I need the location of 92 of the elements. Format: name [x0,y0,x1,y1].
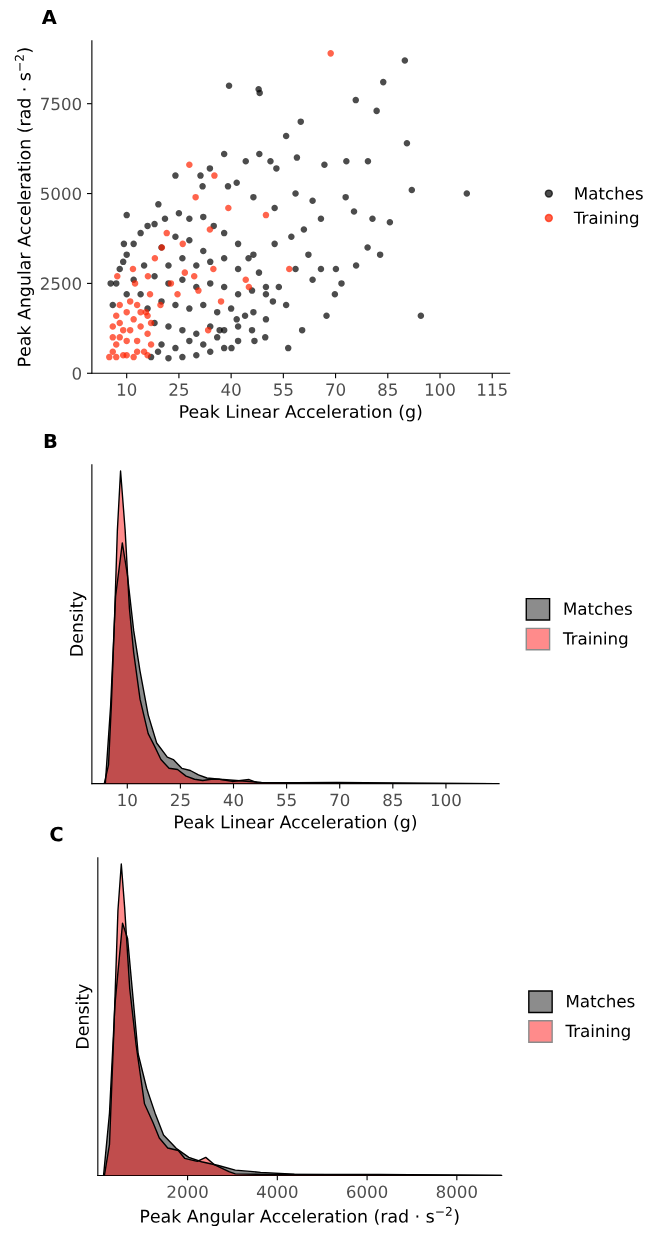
point [123,352,130,359]
x-tick-label: 2000 [167,1185,208,1199]
point [192,193,199,201]
legend-label: Matches [575,186,643,200]
x-tick-label: 85 [378,383,397,396]
point [109,334,117,341]
point [174,290,181,298]
point [186,161,193,169]
point [144,272,152,280]
point [206,226,214,233]
point [133,348,141,355]
point [106,353,113,361]
x-axis-title: Peak Angular Acceleration (rad · s$^{−2}$) [141,1206,459,1227]
point [137,323,144,330]
point [112,312,120,320]
point [144,330,151,337]
point [119,326,127,334]
point [179,240,186,248]
point [126,326,134,334]
x-tick-label: 10 [117,383,137,396]
point [147,319,155,327]
y-axis-title: Density [75,984,93,1048]
point [242,276,250,284]
point [146,290,154,298]
x-tick-label: 40 [221,383,241,396]
x-tick-label: 25 [171,793,190,807]
point [123,337,130,345]
x-tick-label: 70 [330,793,350,807]
point [116,319,123,327]
x-tick-label: 55 [274,383,293,396]
point [133,337,141,345]
x-tick-label: 40 [223,793,243,807]
point [109,323,117,330]
point [210,265,217,273]
point [109,348,117,355]
point [137,308,144,316]
point [245,283,253,291]
y-axis-title: Density [69,591,87,656]
point [116,334,123,341]
legend-label: Training [565,1024,630,1041]
chart-title: C [50,826,63,842]
point [327,50,334,57]
point [163,229,170,237]
x-tick-label: 70 [326,383,346,396]
point [217,298,225,305]
x-tick-label: 85 [383,793,402,807]
x-tick-label: 55 [277,793,296,807]
point [286,265,293,273]
x-tick-label: 8000 [436,1185,477,1199]
x-tick-label: 100 [425,383,455,396]
point [147,341,155,348]
point [181,269,189,276]
legend-label: Training [573,211,639,228]
point [204,326,212,334]
legend-label: Training [562,631,628,648]
y-tick-label: 7500 [41,97,82,111]
point [195,287,202,294]
x-tick-label: 4000 [256,1185,298,1199]
point [157,301,164,309]
x-tick-label: 6000 [347,1185,388,1199]
point [112,353,120,361]
legend-label: Matches [567,994,635,1008]
point [130,316,137,323]
point [151,254,159,262]
chart-title: A [41,9,57,25]
chart-title: B [44,433,57,449]
point [116,301,123,309]
point [190,272,198,280]
point [144,352,151,359]
point [129,265,137,273]
point [114,272,121,280]
point [225,204,232,212]
x-tick-label: 25 [169,383,189,396]
point [211,172,218,179]
point [126,298,134,305]
y-tick-label: 2500 [40,277,82,290]
x-tick-label: 115 [478,383,507,396]
point [131,280,139,287]
x-tick-label: 10 [118,793,137,807]
x-axis-title: Peak Linear Acceleration (g) [175,815,417,832]
point [130,353,137,361]
point [262,211,270,219]
y-axis-title: Peak Angular Acceleration (rad · s$^{−2}$) [14,48,35,366]
point [133,301,141,309]
x-tick-label: 100 [431,793,461,807]
point [112,341,120,348]
point [144,312,151,320]
y-tick-label: 0 [72,367,82,380]
x-axis-title: Peak Linear Acceleration (g) [180,404,422,422]
legend-label: Matches [564,602,632,615]
point [123,308,130,316]
y-tick-label: 5000 [41,187,82,201]
